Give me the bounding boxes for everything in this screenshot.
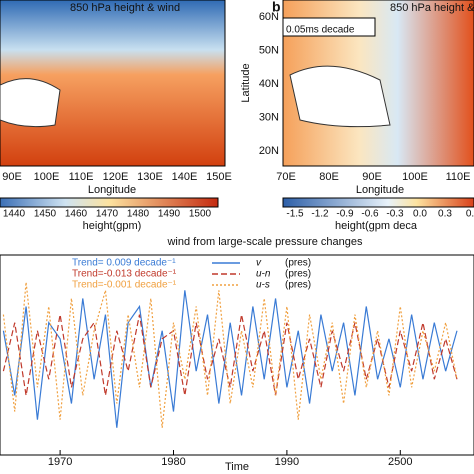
- x-tick-label: 1980: [161, 456, 185, 468]
- colorbar-tick-label: 1500: [189, 209, 212, 220]
- colorbar-tick-label: -1.5: [286, 209, 304, 220]
- colorbar-tick-label: -0.9: [336, 209, 354, 220]
- colorbar-tick-label: 1460: [65, 209, 88, 220]
- right-map: b 850 hPa height & wi 0.05ms decade Long…: [240, 0, 474, 232]
- x-tick-label: 100E: [34, 171, 60, 183]
- y-label: Latitude: [240, 63, 252, 102]
- colorbar-tick-label: 0.0: [413, 209, 427, 220]
- y-tick-label: 40N: [259, 78, 279, 90]
- panel-title: 850 hPa height & wi: [390, 2, 474, 14]
- colorbar-tick-label: 1470: [96, 209, 119, 220]
- colorbar-label: height(gpm deca: [335, 220, 418, 232]
- legend-label: u-n: [256, 269, 271, 280]
- x-tick-label: 2500: [388, 456, 412, 468]
- colorbar-tick-label: 1490: [158, 209, 181, 220]
- series-line: [2, 290, 458, 428]
- x-tick-label: 1990: [275, 456, 299, 468]
- x-label: Time: [225, 461, 249, 473]
- x-tick-label: 70E: [276, 171, 296, 183]
- x-tick-label: 140E: [172, 171, 198, 183]
- x-tick-label: 120E: [103, 171, 129, 183]
- x-tick-label: 90E: [362, 171, 382, 183]
- trend-label: Trend=-0.013 decade⁻¹: [72, 269, 177, 280]
- x-tick-label: 1970: [48, 456, 72, 468]
- y-tick-label: 30N: [259, 111, 279, 123]
- y-tick-label: 20N: [259, 145, 279, 157]
- panel-title: 850 hPa height & wind: [70, 2, 180, 14]
- colorbar-label: height(gpm): [83, 220, 142, 232]
- series-line: [2, 282, 458, 428]
- colorbar-tick-label: 1480: [127, 209, 150, 220]
- chart-title: wind from large-scale pressure changes: [166, 236, 363, 248]
- colorbar-tick-label: -0.6: [361, 209, 379, 220]
- y-tick-label: 50N: [259, 44, 279, 56]
- x-tick-label: 110E: [69, 171, 94, 183]
- trend-label: Trend= 0.009 decade⁻¹: [72, 258, 176, 269]
- x-tick-label: 110E: [446, 171, 471, 183]
- x-tick-label: 150E: [206, 171, 232, 183]
- x-tick-label: 90E: [2, 171, 22, 183]
- colorbar-tick-label: -0.3: [386, 209, 404, 220]
- y-tick-label: 60N: [259, 11, 279, 23]
- annotation: 0.05ms decade: [286, 25, 355, 36]
- plot-frame: [0, 254, 474, 456]
- legend-label: u-s: [256, 280, 270, 291]
- legend-label: v: [256, 258, 262, 269]
- left-map: 850 hPa height & wind Longitude height(g…: [0, 0, 226, 232]
- trend-label: Trend=-0.001 decade⁻¹: [72, 280, 177, 291]
- x-tick-label: 100E: [402, 171, 428, 183]
- x-label: Longitude: [88, 184, 136, 196]
- x-tick-label: 80E: [319, 171, 339, 183]
- x-tick-label: 130E: [137, 171, 163, 183]
- colorbar-tick-label: 1450: [34, 209, 57, 220]
- colorbar-tick-label: 1440: [3, 209, 26, 220]
- panel-letter: b: [272, 0, 281, 15]
- x-label: Longitude: [356, 184, 404, 196]
- colorbar-tick-label: 0.3: [438, 209, 452, 220]
- colorbar-tick-label: 0.: [466, 209, 474, 220]
- legend-note: (pres): [285, 258, 311, 269]
- legend-note: (pres): [285, 269, 311, 280]
- colorbar-tick-label: -1.2: [311, 209, 329, 220]
- legend-note: (pres): [285, 280, 311, 291]
